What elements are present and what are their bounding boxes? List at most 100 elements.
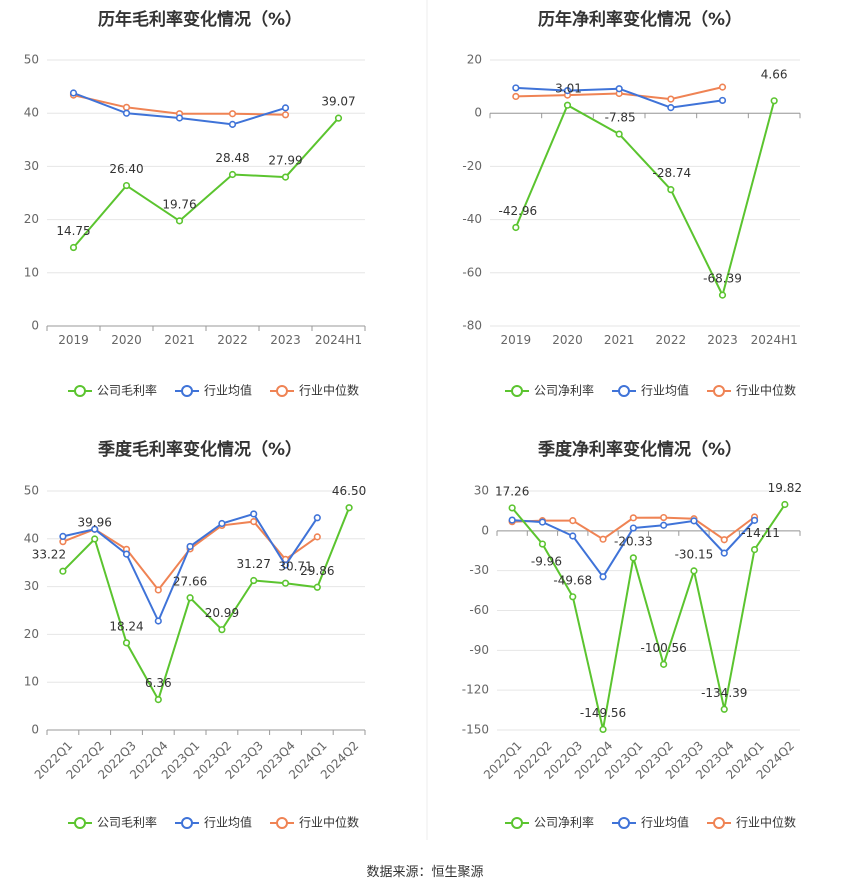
data-point[interactable] (91, 525, 99, 533)
legend-item[interactable]: 行业均值 (175, 815, 252, 830)
y-tick-label: 20 (24, 627, 39, 641)
legend-item[interactable]: 公司毛利率 (68, 815, 157, 830)
legend-swatch-marker (74, 385, 86, 397)
data-point[interactable] (599, 573, 607, 581)
legend-label: 公司净利率 (534, 383, 594, 398)
data-point[interactable] (750, 545, 759, 554)
data-point[interactable] (629, 514, 637, 522)
data-point[interactable] (718, 291, 727, 299)
data-point[interactable] (512, 223, 520, 232)
data-point[interactable] (186, 542, 194, 551)
data-point[interactable] (512, 92, 520, 101)
data-point[interactable] (569, 593, 577, 601)
data-point[interactable] (313, 583, 321, 591)
data-point[interactable] (720, 705, 728, 713)
data-point[interactable] (770, 97, 778, 105)
data-point[interactable] (281, 579, 290, 587)
data-point[interactable] (781, 500, 789, 509)
data-label: 20.99 (205, 606, 239, 620)
data-point[interactable] (615, 130, 623, 138)
data-point[interactable] (250, 517, 258, 526)
data-point[interactable] (228, 110, 237, 118)
data-point[interactable] (122, 639, 131, 647)
data-point[interactable] (69, 243, 78, 252)
legend-item[interactable]: 行业中位数 (270, 815, 359, 830)
data-point[interactable] (175, 114, 184, 122)
data-point[interactable] (569, 532, 577, 540)
legend-label: 行业中位数 (736, 815, 796, 830)
data-point[interactable] (667, 95, 675, 103)
data-point[interactable] (175, 217, 184, 225)
data-point[interactable] (720, 536, 728, 544)
data-point[interactable] (718, 96, 727, 105)
data-point[interactable] (69, 89, 78, 97)
data-point[interactable] (154, 617, 162, 625)
data-point[interactable] (281, 104, 290, 112)
legend-item[interactable]: 公司毛利率 (68, 383, 157, 398)
legend-item[interactable]: 行业均值 (612, 383, 689, 398)
data-point[interactable] (660, 513, 668, 522)
data-point[interactable] (667, 186, 675, 194)
y-tick-label: 30 (24, 579, 39, 593)
data-point[interactable] (660, 521, 668, 529)
data-label: -68.39 (703, 272, 742, 286)
data-point[interactable] (228, 170, 237, 179)
data-point[interactable] (250, 510, 258, 518)
data-point[interactable] (563, 86, 572, 95)
data-point[interactable] (599, 535, 607, 543)
data-point[interactable] (122, 103, 131, 111)
data-point[interactable] (538, 518, 547, 526)
data-point[interactable] (660, 660, 668, 668)
data-point[interactable] (313, 514, 321, 522)
data-point[interactable] (629, 554, 637, 562)
data-point[interactable] (334, 114, 343, 122)
data-point[interactable] (186, 594, 194, 602)
data-point[interactable] (154, 695, 162, 704)
data-point[interactable] (218, 626, 226, 634)
data-point[interactable] (228, 120, 237, 128)
data-point[interactable] (281, 561, 290, 569)
data-point[interactable] (720, 549, 728, 557)
legend-item[interactable]: 行业中位数 (707, 815, 796, 830)
data-point[interactable] (508, 516, 516, 524)
y-tick-label: 40 (24, 106, 39, 120)
data-point[interactable] (345, 504, 353, 512)
legend-item[interactable]: 公司净利率 (505, 383, 594, 398)
data-point[interactable] (59, 532, 67, 541)
data-point[interactable] (629, 524, 637, 532)
data-point[interactable] (122, 550, 131, 558)
data-point[interactable] (512, 84, 520, 92)
data-point[interactable] (667, 104, 675, 112)
data-point[interactable] (91, 535, 99, 543)
data-point[interactable] (718, 83, 727, 91)
legend-item[interactable]: 公司净利率 (505, 815, 594, 830)
x-tick-label: 2019 (501, 333, 532, 347)
data-point[interactable] (690, 567, 698, 575)
data-point[interactable] (508, 504, 516, 512)
data-point[interactable] (313, 533, 321, 541)
data-point[interactable] (563, 101, 572, 109)
data-point[interactable] (122, 109, 131, 117)
y-tick-label: -60 (462, 265, 482, 279)
data-label: 14.75 (56, 224, 90, 238)
data-point[interactable] (59, 567, 67, 575)
data-point[interactable] (154, 586, 162, 594)
data-label: -7.85 (605, 111, 636, 125)
quarterly-net-margin-chart: 季度净利率变化情况（%）-150-120-90-60-300302022Q120… (462, 439, 802, 830)
data-point[interactable] (690, 517, 698, 525)
data-point[interactable] (750, 516, 759, 524)
data-point[interactable] (599, 725, 607, 734)
legend-item[interactable]: 行业中位数 (707, 383, 796, 398)
data-point[interactable] (122, 181, 131, 190)
y-tick-label: -40 (462, 212, 482, 226)
data-point[interactable] (281, 173, 290, 181)
legend-item[interactable]: 行业中位数 (270, 383, 359, 398)
data-point[interactable] (218, 519, 226, 528)
legend-item[interactable]: 行业均值 (612, 815, 689, 830)
legend-item[interactable]: 行业均值 (175, 383, 252, 398)
data-point[interactable] (250, 576, 258, 585)
data-point[interactable] (538, 540, 547, 548)
data-point[interactable] (281, 111, 290, 119)
data-point[interactable] (615, 85, 623, 93)
data-point[interactable] (569, 517, 577, 525)
